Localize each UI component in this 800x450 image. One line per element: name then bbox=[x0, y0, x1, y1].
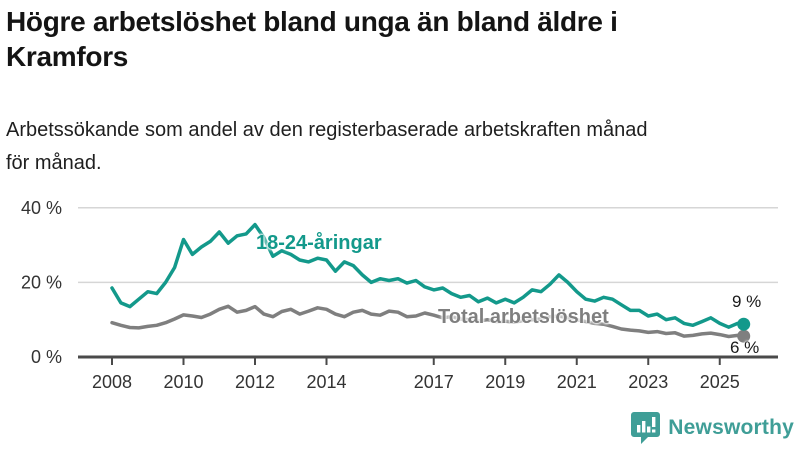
y-tick-label: 40 % bbox=[21, 198, 62, 218]
page-title: Högre arbetslöshet bland unga än bland ä… bbox=[6, 4, 792, 74]
series-end-dot-total bbox=[737, 329, 751, 343]
title-line-2: Kramfors bbox=[6, 41, 129, 72]
x-tick-label: 2012 bbox=[235, 372, 275, 392]
y-tick-label: 20 % bbox=[21, 272, 62, 292]
series-line-total bbox=[110, 304, 746, 339]
x-tick-label: 2014 bbox=[306, 372, 346, 392]
bar-chart-speech-bubble-icon bbox=[631, 412, 661, 444]
x-tick-label: 2021 bbox=[557, 372, 597, 392]
x-tick-label: 2019 bbox=[485, 372, 525, 392]
title-line-1: Högre arbetslöshet bland unga än bland ä… bbox=[6, 6, 618, 37]
subtitle-line-1: Arbetssökande som andel av den registerb… bbox=[6, 119, 648, 141]
x-tick-label: 2025 bbox=[700, 372, 740, 392]
end-value-label-youth: 9 % bbox=[732, 292, 762, 311]
end-value-label-total: 6 % bbox=[730, 338, 760, 357]
subtitle-line-2: för månad. bbox=[6, 152, 102, 174]
series-label-youth: 18-24-åringar bbox=[256, 232, 382, 254]
newsworthy-logo[interactable]: Newsworthy bbox=[631, 411, 794, 445]
series-label-total: Total arbetslöshet bbox=[438, 306, 609, 328]
x-tick-label: 2017 bbox=[414, 372, 454, 392]
y-tick-label: 0 % bbox=[31, 347, 62, 367]
series-line-youth bbox=[110, 222, 746, 329]
brand-name: Newsworthy bbox=[668, 416, 794, 439]
series-end-dot-youth bbox=[737, 317, 751, 331]
x-tick-label: 2008 bbox=[92, 372, 132, 392]
chart-subtitle: Arbetssökande som andel av den registerb… bbox=[6, 114, 792, 180]
x-tick-label: 2023 bbox=[628, 372, 668, 392]
x-tick-label: 2010 bbox=[163, 372, 203, 392]
